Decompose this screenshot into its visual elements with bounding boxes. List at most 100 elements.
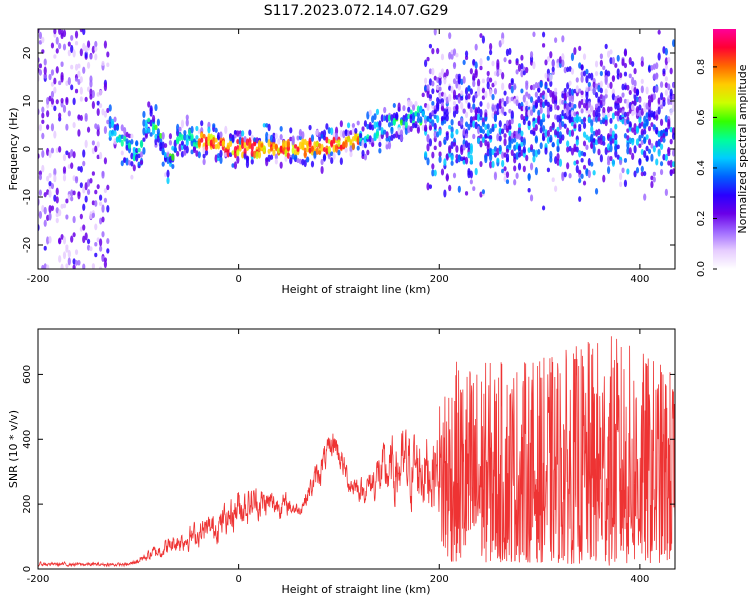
spectrogram-cell <box>578 169 582 175</box>
spectrogram-cell <box>662 46 666 54</box>
spectrogram-cell <box>657 149 661 157</box>
spectrogram-cell <box>551 59 555 68</box>
spectrogram-cell <box>378 125 382 131</box>
spectrogram-cell <box>469 106 473 114</box>
spectrogram-cell <box>226 149 230 158</box>
spectrogram-cell <box>517 162 522 171</box>
spectrogram-cell <box>503 125 507 130</box>
spectrogram-cell <box>491 104 495 113</box>
spectrogram-cell <box>168 133 173 140</box>
spectrogram-cell <box>43 72 47 79</box>
spectrogram-cell <box>667 160 671 166</box>
spectrogram-cell <box>192 146 197 154</box>
spectrogram-cell <box>452 172 457 179</box>
spectrogram-cell <box>436 77 440 83</box>
spectrogram-cell <box>566 103 570 110</box>
spectrogram-cell <box>489 88 493 97</box>
spectrogram-cell <box>445 68 449 77</box>
spectrogram-cell <box>419 116 423 123</box>
spectrogram-cell <box>310 134 315 142</box>
spectrogram-cell <box>402 105 406 112</box>
spectrogram-cell <box>74 41 79 46</box>
spectrogram-cell <box>491 148 495 156</box>
spectrogram-cell <box>94 241 98 247</box>
spectrogram-cell <box>267 154 271 163</box>
spectrogram-cell <box>527 120 531 127</box>
spectrogram-cell <box>631 85 635 92</box>
spectrogram-cell <box>580 75 584 83</box>
spectrogram-cell <box>416 111 420 119</box>
spectrogram-cell <box>582 98 587 105</box>
spectrogram-cell <box>147 127 151 133</box>
spectrogram-cell <box>436 47 440 55</box>
spectrogram-cell <box>566 140 570 148</box>
spectrogram-cell <box>438 72 442 79</box>
spectrogram-cell <box>433 169 437 177</box>
spectrogram-cell <box>411 122 416 129</box>
spectrogram-cell <box>616 54 620 62</box>
spectrogram-cell <box>50 42 55 49</box>
spectrogram-cell <box>67 76 71 86</box>
spectrogram-cell <box>212 144 216 150</box>
spectrogram-cell <box>505 179 510 185</box>
spectrogram-cell <box>433 75 437 81</box>
spectrogram-cell <box>219 140 223 147</box>
spectrogram-cell <box>55 147 59 154</box>
spectrogram-cell <box>363 136 368 145</box>
spectrogram-cell <box>55 207 59 214</box>
spectrogram-cell <box>84 182 88 191</box>
spectrogram-cell <box>462 127 466 136</box>
spectrogram-cell <box>84 139 88 149</box>
spectrogram-cell <box>631 152 635 161</box>
spectrogram-cell <box>575 159 579 165</box>
spectrogram-cell <box>279 133 283 140</box>
snr-series-line <box>38 336 675 568</box>
spectrogram-cell <box>570 129 575 137</box>
spectrogram-cell <box>416 117 420 123</box>
spectrogram-cell <box>604 114 608 120</box>
spectrogram-cell <box>590 133 594 142</box>
spectrogram-cell <box>91 101 95 110</box>
spectrogram-cell <box>265 136 269 143</box>
spectrogram-cell <box>378 147 382 154</box>
spectrogram-cell <box>594 109 599 118</box>
spectrogram-cell <box>450 141 454 150</box>
spectrogram-cell <box>385 137 389 142</box>
spectrogram-cell <box>38 210 43 219</box>
spectrogram-cell <box>522 94 526 103</box>
spectrogram-cell <box>580 98 584 105</box>
spectrogram-cell <box>549 80 553 87</box>
spectrogram-cell <box>479 57 483 66</box>
spectrogram-cell <box>469 170 473 179</box>
spectrogram-cell <box>508 82 512 90</box>
spectrogram-cell <box>532 104 536 113</box>
colorbar-tick-label: 0.2 <box>696 211 707 227</box>
spectrogram-cell <box>399 119 404 126</box>
spectrogram-cell <box>582 140 587 147</box>
spectrogram-cell <box>43 58 47 66</box>
spectrogram-cell <box>633 122 637 132</box>
spectrogram-cell <box>125 138 129 145</box>
spectrogram-cell <box>498 127 502 133</box>
spectrogram-cell <box>356 120 360 126</box>
spectrogram-cell <box>544 72 548 79</box>
spectrogram-cell <box>498 120 502 128</box>
spectrogram-cell <box>628 121 632 128</box>
spectrogram-cell <box>349 138 353 145</box>
spectrogram-cell <box>248 141 252 147</box>
spectrogram-cell <box>433 114 437 119</box>
spectrogram-cell <box>445 132 449 141</box>
spectrogram-cell <box>255 150 259 160</box>
spectrogram-cell <box>262 145 266 153</box>
spectrogram-cell <box>313 141 317 149</box>
spectrogram-cell <box>645 145 649 152</box>
spectrogram-cell <box>501 101 505 108</box>
spectrogram-cell <box>79 76 83 83</box>
spectrogram-cell <box>539 107 543 114</box>
spectrogram-cell <box>578 62 582 69</box>
spectrogram-cell <box>556 138 560 147</box>
spectrogram-cell <box>464 87 469 96</box>
spectrogram-cell <box>546 129 551 137</box>
spectrogram-cell <box>139 160 144 165</box>
spectrogram-cell <box>267 123 271 132</box>
